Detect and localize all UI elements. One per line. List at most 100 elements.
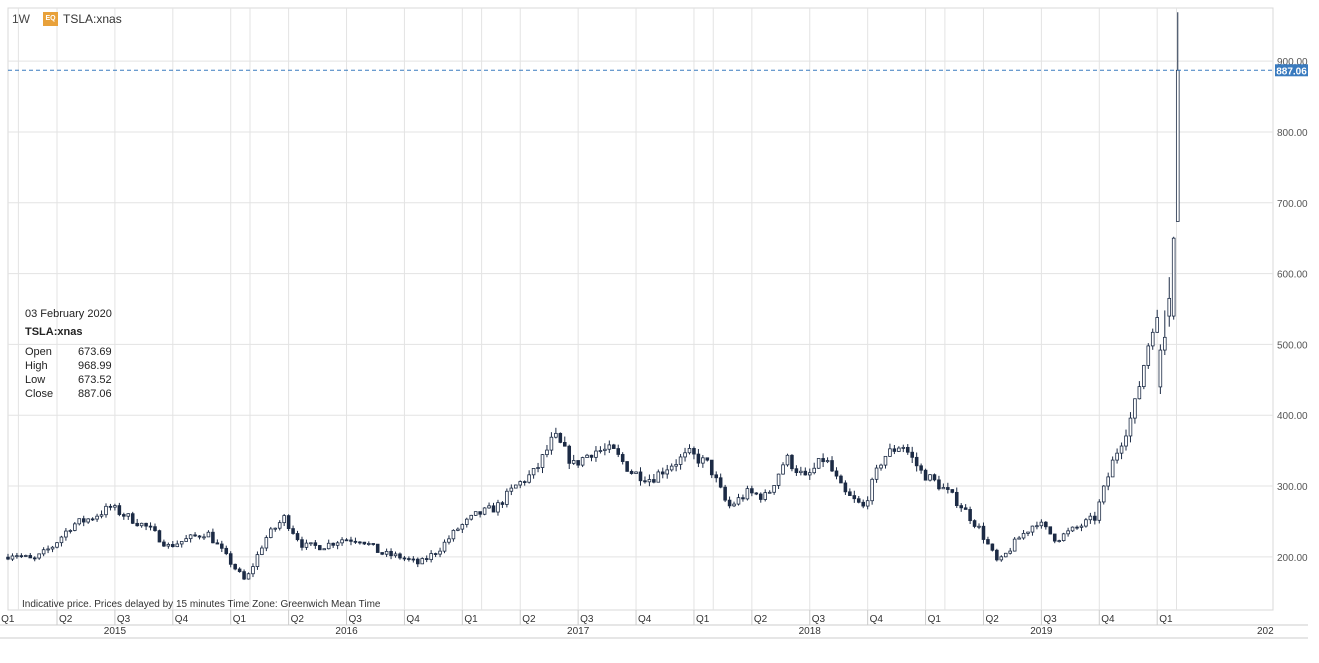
candle-body[interactable] <box>282 515 286 524</box>
candle-body[interactable] <box>1115 452 1119 461</box>
candle-body[interactable] <box>701 457 705 464</box>
candle-body[interactable] <box>643 480 647 483</box>
candle-body[interactable] <box>785 454 790 466</box>
candle-body[interactable] <box>500 502 505 505</box>
candle-body[interactable] <box>260 547 264 555</box>
candle-body[interactable] <box>937 479 941 490</box>
candle-body[interactable] <box>424 558 429 561</box>
candle-body[interactable] <box>505 490 509 505</box>
candle-body[interactable] <box>531 468 536 476</box>
candle-body[interactable] <box>37 553 41 559</box>
candle-body[interactable] <box>447 538 451 543</box>
candle-body[interactable] <box>86 518 90 523</box>
candle-body[interactable] <box>723 486 727 501</box>
candle-body[interactable] <box>781 464 785 475</box>
candle-body[interactable] <box>407 558 411 560</box>
candle-body[interactable] <box>126 513 131 517</box>
candle-body[interactable] <box>611 444 616 449</box>
candle-body[interactable] <box>202 536 206 539</box>
candle-body[interactable] <box>634 471 638 474</box>
candle-body[interactable] <box>380 552 384 555</box>
candle-body[interactable] <box>122 514 126 517</box>
candle-body[interactable] <box>286 515 291 529</box>
candle-body[interactable] <box>972 520 977 527</box>
candle-body[interactable] <box>892 448 897 452</box>
candle-body[interactable] <box>594 450 598 458</box>
candle-body[interactable] <box>946 487 950 490</box>
candle-body[interactable] <box>1052 533 1057 542</box>
candle-body[interactable] <box>108 505 113 508</box>
candle-body[interactable] <box>362 541 367 545</box>
candle-body[interactable] <box>687 448 692 454</box>
candle-body[interactable] <box>1119 445 1124 454</box>
candle-body[interactable] <box>669 465 674 471</box>
candle-body[interactable] <box>941 487 946 490</box>
candle-body[interactable] <box>839 475 843 484</box>
candle-body[interactable] <box>696 453 701 464</box>
candle-body[interactable] <box>536 467 540 469</box>
candle-body[interactable] <box>64 530 68 538</box>
candle-body[interactable] <box>758 493 763 500</box>
candle-body[interactable] <box>963 507 968 510</box>
candle-body[interactable] <box>652 479 656 483</box>
candle-body[interactable] <box>1150 331 1155 347</box>
candle-body[interactable] <box>999 556 1004 561</box>
candle-body[interactable] <box>741 497 745 500</box>
candle-body[interactable] <box>233 563 237 570</box>
candle-body[interactable] <box>522 481 527 483</box>
candle-body[interactable] <box>1066 530 1070 535</box>
candle-body[interactable] <box>162 541 166 547</box>
candle-body[interactable] <box>549 436 554 451</box>
candle-body[interactable] <box>166 544 171 547</box>
candle-body[interactable] <box>398 553 402 559</box>
candle-body[interactable] <box>1039 521 1044 527</box>
candle-body[interactable] <box>990 543 995 551</box>
candle-body[interactable] <box>139 522 144 527</box>
candle-body[interactable] <box>683 452 687 458</box>
candle-body[interactable] <box>496 502 500 513</box>
candle-body[interactable] <box>326 542 331 550</box>
candle-body[interactable] <box>794 468 799 474</box>
candle-body[interactable] <box>870 478 874 502</box>
candle-body[interactable] <box>402 557 407 560</box>
candle-body[interactable] <box>674 464 678 467</box>
candle-body[interactable] <box>879 464 883 469</box>
candle-body[interactable] <box>905 446 910 453</box>
candle-body[interactable] <box>188 534 193 540</box>
candle-body[interactable] <box>1155 317 1159 333</box>
candle-body[interactable] <box>478 511 482 515</box>
candle-body[interactable] <box>1070 526 1075 532</box>
candle-body[interactable] <box>68 530 73 532</box>
candle-body[interactable] <box>273 527 278 530</box>
candle-body[interactable] <box>171 544 175 548</box>
candle-body[interactable] <box>300 539 304 548</box>
candle-body[interactable] <box>438 550 442 555</box>
candle-body[interactable] <box>59 536 64 544</box>
candle-body[interactable] <box>1075 526 1079 529</box>
candle-body[interactable] <box>99 514 104 517</box>
candle-body[interactable] <box>856 498 861 503</box>
candle-body[interactable] <box>914 456 919 467</box>
candle-body[interactable] <box>487 505 491 509</box>
candle-body[interactable] <box>540 454 545 468</box>
candle-body[interactable] <box>527 474 531 483</box>
candle-body[interactable] <box>803 470 808 476</box>
candle-body[interactable] <box>295 533 300 541</box>
candle-body[interactable] <box>206 531 211 538</box>
candle-body[interactable] <box>242 571 246 580</box>
candle-body[interactable] <box>843 482 848 493</box>
candle-body[interactable] <box>228 553 233 565</box>
candle-body[interactable] <box>558 432 563 443</box>
candle-body[interactable] <box>1101 485 1106 503</box>
candle-body[interactable] <box>473 511 478 516</box>
candle-body[interactable] <box>482 507 487 515</box>
candle-body[interactable] <box>197 535 202 538</box>
candle-body[interactable] <box>41 549 46 555</box>
candle-body[interactable] <box>790 454 794 470</box>
candle-body[interactable] <box>656 471 661 483</box>
candle-body[interactable] <box>1044 521 1048 528</box>
candle-body[interactable] <box>1097 501 1102 521</box>
candle-body[interactable] <box>153 526 157 532</box>
candle-body[interactable] <box>1110 459 1115 478</box>
